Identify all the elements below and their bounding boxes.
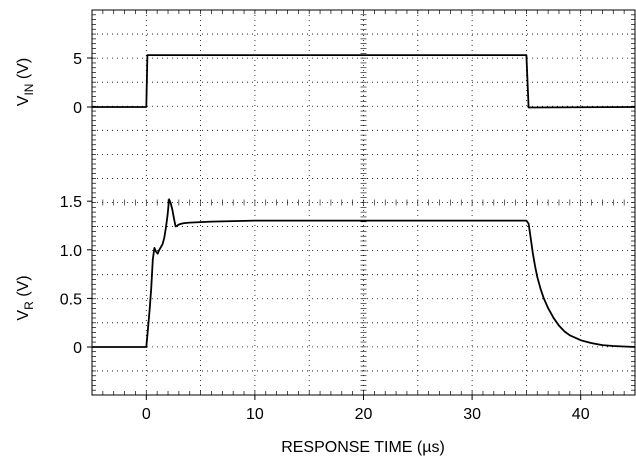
y-tick-label: 5 <box>73 51 82 68</box>
y-axis-title-vin: VIN (V) <box>15 58 36 106</box>
x-axis-title: RESPONSE TIME (µs) <box>281 439 445 456</box>
x-tick-label: 30 <box>463 406 481 423</box>
traces <box>92 54 636 348</box>
y-axis-title-vin-sub: IN <box>22 84 36 96</box>
vr-trace <box>92 198 636 348</box>
grid <box>92 10 635 395</box>
y-tick-label: 1.0 <box>60 243 82 260</box>
y-axis-title-vin-unit: (V) <box>15 58 32 84</box>
y-axis-title-vr: VR (V) <box>15 275 36 320</box>
y-tick-label: 0 <box>73 100 82 117</box>
y-axis-title-vr-sub: R <box>22 301 36 310</box>
vin-trace <box>92 54 636 109</box>
y-tick-label: 0.5 <box>60 291 82 308</box>
y-tick-label: 1.5 <box>60 194 82 211</box>
y-axis-title-vr-unit: (V) <box>15 275 32 301</box>
y-axis-title-vr-main: V <box>15 310 32 321</box>
x-tick-label: 40 <box>572 406 590 423</box>
x-tick-label: 10 <box>246 406 264 423</box>
y-axis-title-vin-main: V <box>15 95 32 106</box>
y-tick-label: 0 <box>73 340 82 357</box>
x-tick-label: 0 <box>142 406 151 423</box>
x-tick-label: 20 <box>355 406 373 423</box>
plot-frame <box>91 9 636 396</box>
